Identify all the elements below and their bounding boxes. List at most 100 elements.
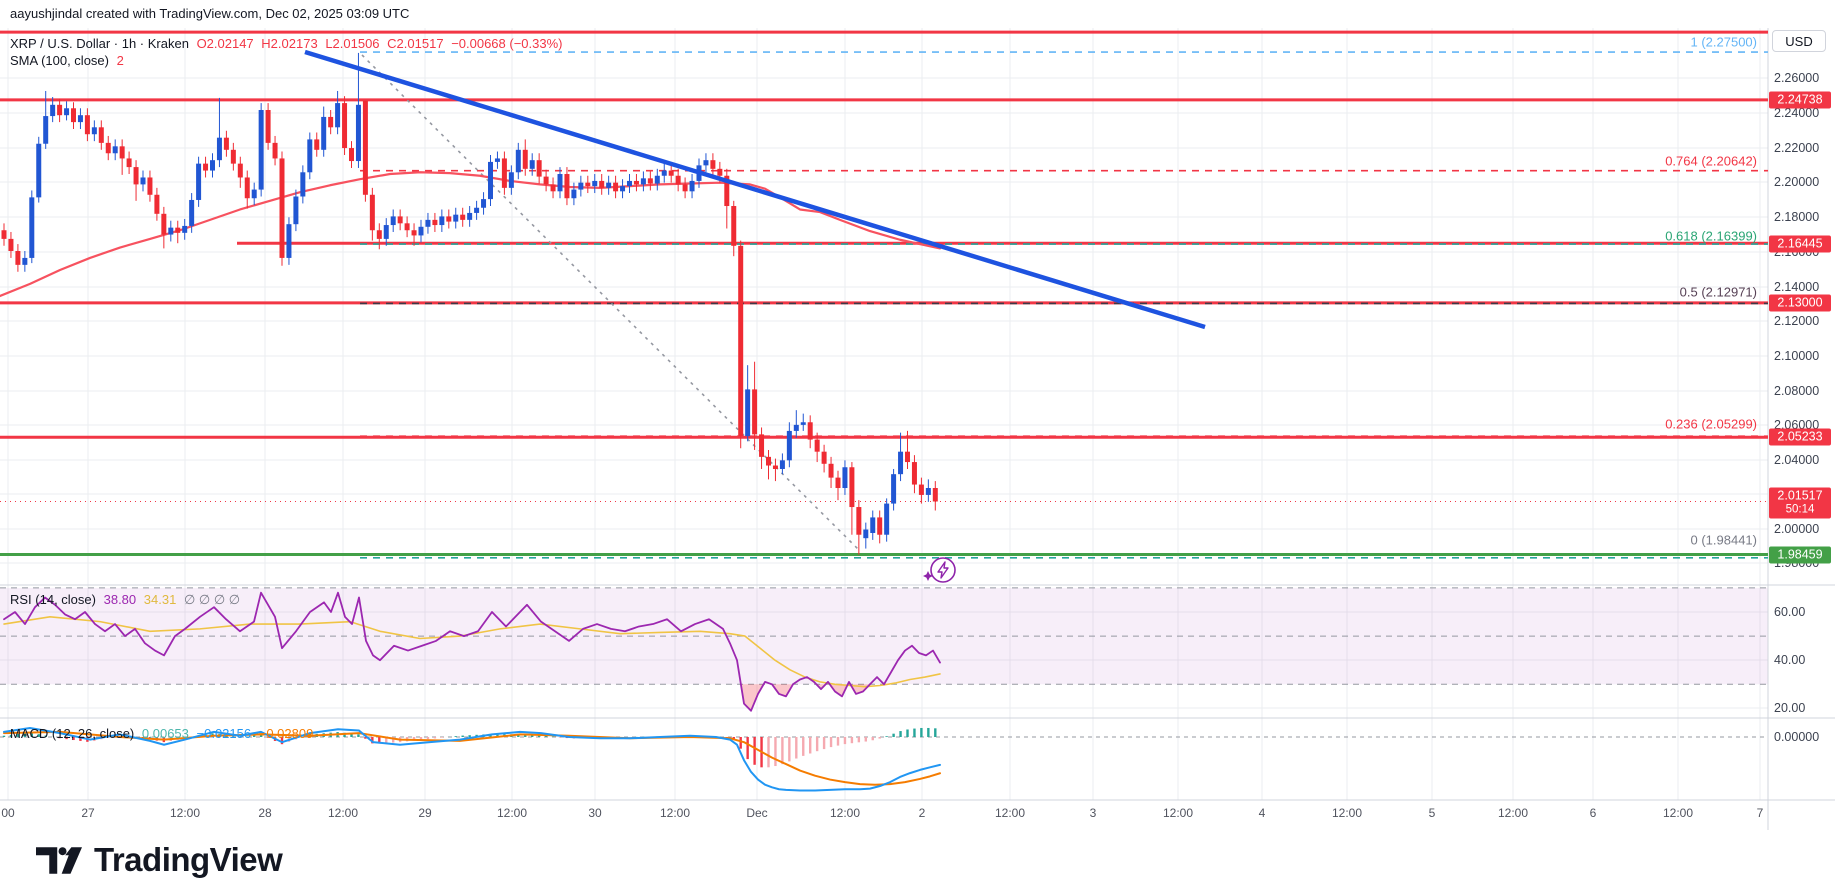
candle-body (362, 100, 368, 195)
candle-body (898, 451, 904, 475)
candle-body (508, 172, 514, 188)
candle-body (119, 146, 125, 159)
price-tick-label: 2.10000 (1774, 349, 1820, 363)
time-tick-label: Dec (746, 806, 768, 820)
candle-body (766, 456, 771, 466)
candle-body (675, 175, 681, 185)
candle-body (543, 176, 549, 185)
candle-body (77, 115, 83, 123)
candle-body (314, 139, 320, 150)
sma-value: 2 (116, 53, 124, 68)
candle-body (821, 451, 827, 464)
candle-body (1, 230, 7, 239)
time-tick-label: 12:00 (1497, 806, 1529, 820)
sma-label[interactable]: SMA (100, close) (10, 53, 109, 68)
candle-body (856, 507, 862, 535)
ohlc-open: O2.02147 (196, 36, 254, 51)
rsi-empty-values: ∅ ∅ ∅ ∅ (183, 592, 241, 607)
time-tick-label: 12:00 (496, 806, 528, 820)
sma-legend[interactable]: SMA (100, close) 2 (10, 53, 128, 68)
time-tick-label: 3 (1089, 806, 1097, 820)
price-badge: 2.24738 (1769, 91, 1831, 109)
tradingview-footer-logo[interactable]: TradingView (36, 841, 283, 879)
macd-legend[interactable]: MACD (12, 26, close) 0.00653 −0.02156 −0… (10, 726, 317, 741)
candle-body (779, 460, 785, 469)
rsi-tick-label: 60.00 (1774, 605, 1806, 619)
candle-series (1, 52, 938, 555)
price-tick-label: 2.14000 (1774, 280, 1820, 294)
time-tick-label: 2 (918, 806, 926, 820)
candle-body (133, 167, 139, 185)
candle-body (467, 212, 473, 220)
candle-body (703, 160, 709, 166)
candle-body (627, 180, 632, 187)
candle-body (98, 127, 104, 143)
descending-trendline (304, 49, 1206, 330)
candle-body (91, 127, 97, 135)
rsi-tick-label: 40.00 (1774, 653, 1806, 667)
candle-body (196, 163, 202, 200)
price-badge: 2.13000 (1769, 294, 1831, 312)
candle-body (585, 182, 591, 187)
time-tick-label: 28 (258, 806, 272, 820)
rsi-label[interactable]: RSI (14, close) (10, 592, 96, 607)
candle-body (390, 216, 396, 226)
candle-body (807, 422, 813, 440)
candle-body (216, 137, 222, 161)
time-tick-label: 12:00 (994, 806, 1026, 820)
symbol-legend[interactable]: XRP / U.S. Dollar · 1h · Kraken O2.02147… (10, 36, 567, 51)
candle-body (251, 189, 257, 199)
time-tick-label: 12:00 (1662, 806, 1694, 820)
rsi-ma-value: 34.31 (143, 592, 177, 607)
candle-body (592, 180, 598, 187)
candle-body (759, 434, 765, 457)
candle-body (71, 108, 76, 123)
candle-body (210, 160, 215, 171)
price-tick-label: 2.18000 (1774, 210, 1820, 224)
candle-body (522, 149, 528, 169)
ohlc-close: C2.01517 (387, 36, 444, 51)
macd-label[interactable]: MACD (12, 26, close) (10, 726, 135, 741)
candle-body (550, 184, 556, 192)
candle-body (418, 226, 424, 236)
candle-body (342, 103, 348, 149)
candle-body (383, 225, 389, 239)
candle-body (647, 178, 653, 184)
time-tick-label: 12:00 (169, 806, 201, 820)
candle-body (849, 467, 855, 508)
candle-body (606, 182, 612, 188)
candle-body (828, 463, 834, 478)
candle-body (557, 174, 563, 192)
candle-body (488, 161, 493, 200)
candle-body (752, 389, 758, 435)
rsi-line (3, 591, 941, 712)
macd-hist-value: 0.00653 (141, 726, 189, 741)
candle-body (64, 108, 70, 116)
candle-body (633, 180, 639, 185)
tradingview-logomark-icon (36, 846, 82, 874)
candle-body (397, 216, 403, 224)
candle-body (786, 430, 792, 461)
rsi-legend[interactable]: RSI (14, close) 38.80 34.31 ∅ ∅ ∅ ∅ (10, 592, 244, 608)
macd-signal-line (3, 730, 941, 786)
flash-tool-icon (930, 557, 956, 583)
candle-body (258, 110, 264, 190)
candle-body (877, 517, 883, 535)
rsi-value: 38.80 (103, 592, 137, 607)
currency-toggle-button[interactable]: USD (1772, 30, 1826, 52)
ohlc-high: H2.02173 (261, 36, 318, 51)
macd-line-value: −0.02156 (196, 726, 252, 741)
candle-body (168, 227, 174, 235)
lightning-bolt-icon (937, 561, 949, 579)
candle-body (661, 170, 667, 176)
price-badge: 2.16445 (1769, 235, 1831, 253)
candle-body (682, 184, 688, 192)
candle-body (300, 172, 306, 197)
price-tick-label: 2.20000 (1774, 175, 1820, 189)
candle-body (50, 104, 56, 117)
symbol-title[interactable]: XRP / U.S. Dollar · 1h · Kraken (10, 36, 189, 51)
candle-body (203, 163, 209, 171)
fib-level-label: 0.236 (2.05299) (1665, 416, 1757, 432)
candle-body (446, 216, 452, 222)
